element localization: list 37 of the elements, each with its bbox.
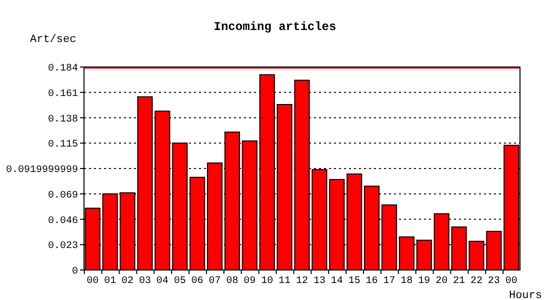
- x-tick-label: 08: [226, 276, 238, 287]
- x-tick-label: 07: [208, 276, 221, 287]
- x-tick-label: 11: [278, 276, 291, 287]
- y-tick-label: 0.046: [48, 216, 78, 227]
- y-tick-label: 0.161: [48, 88, 78, 100]
- x-tick-label: 20: [436, 276, 448, 287]
- x-tick-label: 23: [488, 276, 500, 287]
- y-tick-label: 0.184: [48, 64, 78, 74]
- x-tick-label: 16: [366, 276, 378, 287]
- x-tick-label: 22: [470, 276, 482, 287]
- x-tick-label: 00: [505, 276, 518, 287]
- x-axis-title: Hours: [508, 290, 542, 300]
- x-tick-label: 15: [348, 276, 360, 287]
- y-axis-title: Art/sec: [30, 34, 76, 46]
- y-tick-label: 0.069: [48, 190, 78, 202]
- x-tick-label: 06: [191, 276, 204, 287]
- x-tick-label: 19: [418, 276, 430, 287]
- x-tick-label: 10: [261, 276, 274, 287]
- x-tick-label: 17: [383, 276, 396, 287]
- x-tick-label: 01: [104, 276, 116, 287]
- x-tick-label: 00: [86, 276, 99, 287]
- chart-title: Incoming articles: [214, 20, 336, 34]
- x-tick-label: 02: [122, 276, 134, 287]
- x-tick-label: 04: [156, 276, 168, 287]
- x-tick-label: 05: [174, 276, 186, 287]
- x-tick-label: 13: [313, 276, 326, 287]
- x-tick-label: 21: [453, 276, 466, 287]
- x-tick-label: 14: [330, 276, 343, 287]
- y-tick-label: 0.138: [48, 114, 78, 126]
- y-tick-label: 0.023: [48, 241, 78, 252]
- y-tick-label: 0.115: [48, 140, 78, 151]
- x-tick-label: 18: [400, 276, 413, 287]
- x-tick-label: 12: [296, 276, 308, 287]
- y-tick-label: 0.0919999999: [6, 165, 78, 176]
- y-tick-label: 0: [72, 266, 78, 278]
- x-tick-label: 09: [244, 276, 256, 287]
- x-tick-label: 03: [138, 276, 151, 287]
